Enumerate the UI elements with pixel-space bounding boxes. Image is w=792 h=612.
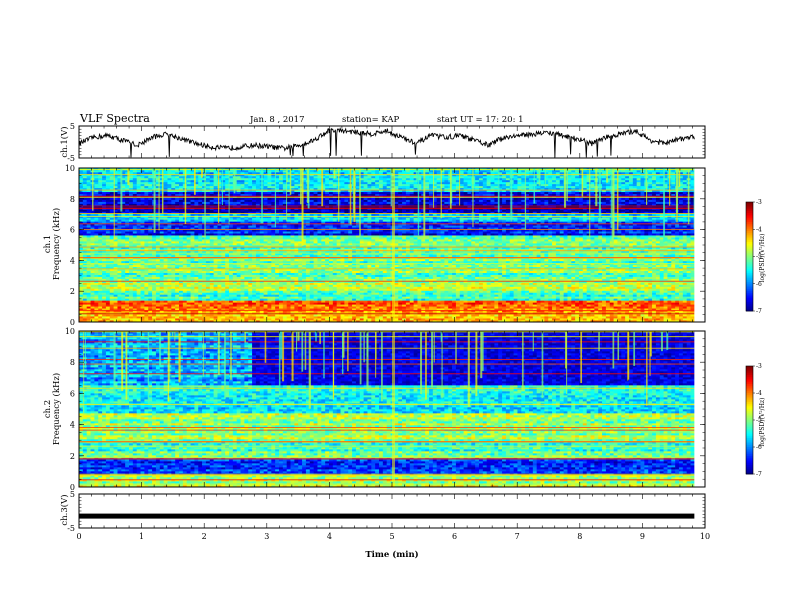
ch1-colorbar-label: log(PSD)(V²/Hz) xyxy=(759,234,766,283)
x-tick-label: 10 xyxy=(700,532,710,541)
x-tick-label: 8 xyxy=(577,532,582,541)
y-tick-label: 0 xyxy=(70,318,75,327)
y-tick-label: 5 xyxy=(70,122,75,131)
figure-start-ut: start UT = 17: 20: 1 xyxy=(437,115,524,125)
figure-date: Jan. 8 , 2017 xyxy=(249,115,305,125)
figure-title: VLF Spectra xyxy=(79,112,150,125)
x-tick-label: 2 xyxy=(202,532,207,541)
x-tick-label: 4 xyxy=(327,532,332,541)
y-tick-label: 6 xyxy=(70,389,75,398)
y-tick-label: 6 xyxy=(70,226,75,235)
ch3-waveform-panel: -550 1 2 3 4 5 6 7 8 9 10 xyxy=(67,490,710,541)
ch1-ylabel: ch.1(V) xyxy=(59,126,70,157)
y-tick-label: 4 xyxy=(70,256,75,265)
colorbar-tick-label: -4 xyxy=(756,226,762,233)
colorbar-tick-label: -3 xyxy=(756,363,762,370)
ch2-spec-ylabel-freq: Frequency (kHz) xyxy=(51,373,62,445)
ch1-spec-ylabel-freq: Frequency (kHz) xyxy=(51,208,62,280)
y-tick-label: 10 xyxy=(65,164,75,173)
ch1-spectrogram-panel: 0 2 4 6 8 10 xyxy=(65,164,705,327)
ch3-waveform-line xyxy=(79,514,694,519)
x-tick-label: 5 xyxy=(389,532,394,541)
figure-station: station= KAP xyxy=(342,115,400,125)
x-tick-label: 9 xyxy=(640,532,645,541)
spectrogram-cells xyxy=(79,168,695,322)
y-tick-label: 8 xyxy=(70,195,75,204)
colorbar-tick-label: -3 xyxy=(756,199,762,206)
bright-sferic xyxy=(392,331,395,487)
spectrogram-cells xyxy=(79,331,695,487)
x-tick-label: 7 xyxy=(515,532,520,541)
y-tick-label: 4 xyxy=(70,421,75,430)
vlf-spectra-figure: VLF Spectra Jan. 8 , 2017 station= KAP s… xyxy=(0,0,792,612)
ch3-ylabel: ch.3(V) xyxy=(59,494,70,525)
x-tick-label: 6 xyxy=(452,532,457,541)
ch1-waveform-panel: -55 xyxy=(67,122,705,163)
ch2-colorbar-label: log(PSD)(V²/Hz) xyxy=(759,398,766,447)
ch3-waveform-frame xyxy=(79,494,705,528)
y-tick-label: 10 xyxy=(65,327,75,336)
ch1-waveform-line xyxy=(79,129,694,158)
colorbar-tick-label: -7 xyxy=(756,308,762,315)
y-tick-label: 2 xyxy=(70,287,75,296)
bright-sferic xyxy=(392,168,395,322)
colorbar-tick-label: -7 xyxy=(756,471,762,478)
x-axis-label: Time (min) xyxy=(365,549,418,560)
y-tick-label: 2 xyxy=(70,452,75,461)
x-tick-label: 1 xyxy=(139,532,144,541)
colorbar-tick-label: -4 xyxy=(756,390,762,397)
y-tick-label: 8 xyxy=(70,358,75,367)
x-tick-label: 0 xyxy=(76,532,81,541)
x-tick-label: 3 xyxy=(264,532,269,541)
y-tick-label: 5 xyxy=(70,490,75,499)
